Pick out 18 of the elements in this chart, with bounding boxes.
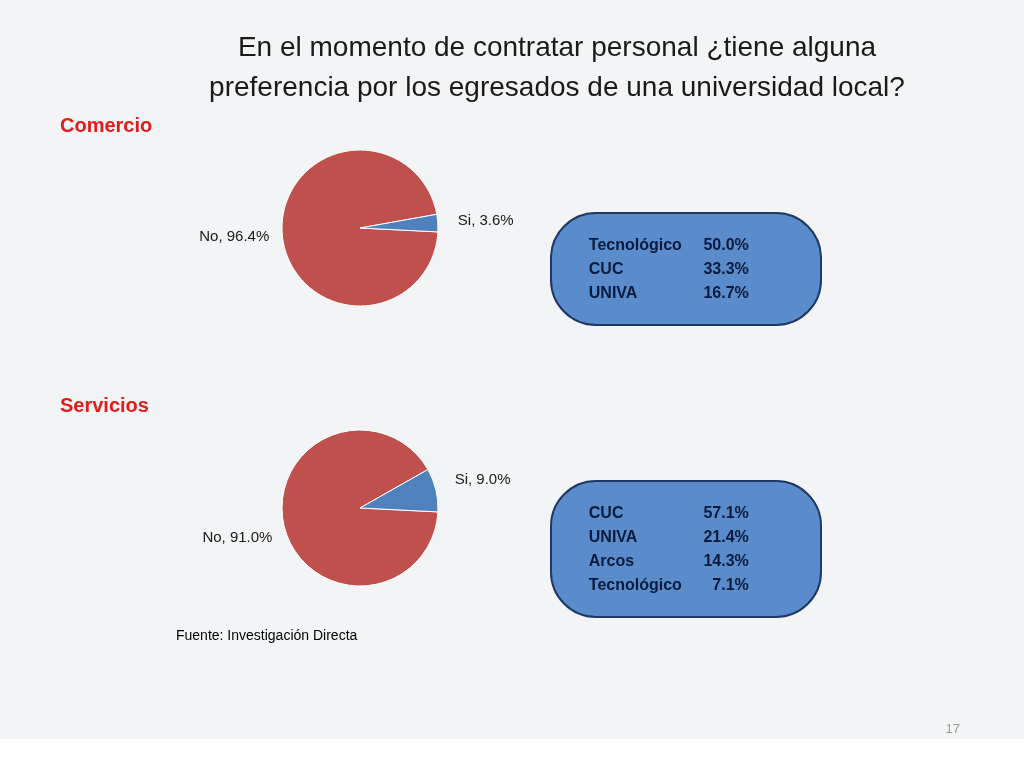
text: CUC 57.1% bbox=[588, 504, 749, 521]
slice-label: No, 91.0% bbox=[202, 528, 273, 546]
text: Tecnológico 7.1% bbox=[588, 576, 749, 593]
source-note: Fuente: Investigación Directa bbox=[176, 627, 358, 643]
text: 17 bbox=[945, 721, 960, 736]
text: UNIVA 21.4% bbox=[588, 528, 749, 545]
pie-slice bbox=[281, 149, 439, 307]
chart-title: En el momento de contratar personal ¿tiene alguna preferencia por los egresados de una universidad local? bbox=[209, 31, 905, 102]
text: CUC 33.3% bbox=[588, 260, 749, 277]
slice-label: Si, 9.0% bbox=[454, 469, 511, 487]
text: Arcos 14.3% bbox=[588, 552, 749, 569]
chart-subtitle: Comercio bbox=[60, 114, 153, 136]
slice-label: No, 96.4% bbox=[199, 226, 270, 244]
text: UNIVA 16.7% bbox=[588, 284, 749, 301]
slice-label: Si, 3.6% bbox=[457, 211, 514, 229]
text: Tecnológico 50.0% bbox=[588, 236, 749, 253]
chart-title: Servicios bbox=[60, 394, 149, 416]
pie-slice bbox=[281, 429, 439, 587]
